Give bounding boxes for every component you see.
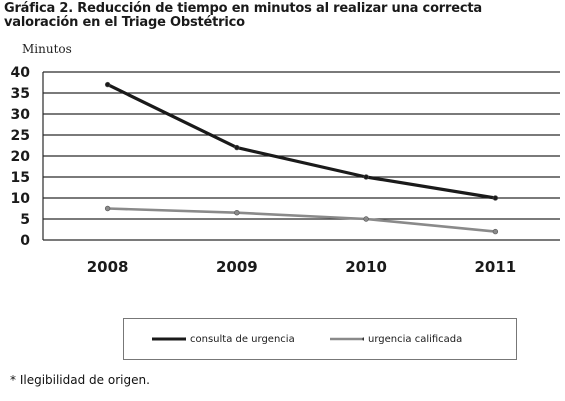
legend-item-calificada: urgencia calificada: [330, 332, 462, 346]
y-tick-label-0: 0: [20, 233, 30, 249]
data-point-0-2009: [234, 144, 240, 151]
series-line-1: [106, 207, 497, 233]
data-point-0-2008: [104, 81, 111, 88]
data-point-1-2009: [234, 210, 240, 216]
y-tick-label-15: 15: [11, 170, 30, 186]
legend-label-consulta: consulta de urgencia: [190, 333, 295, 345]
data-point-0-2011: [492, 195, 499, 201]
footnote: * Ilegibilidad de origen.: [10, 373, 150, 387]
legend: consulta de urgencia urgencia calificada: [123, 318, 517, 360]
x-tick-label-2009: 2009: [216, 258, 258, 276]
x-tick-label-2011: 2011: [475, 258, 517, 276]
chart-title-line-1: Gráfica 2. Reducción de tiempo en minuto…: [4, 1, 482, 16]
data-point-0-2010: [363, 174, 369, 180]
data-point-1-2011: [492, 228, 499, 235]
chart-title: Gráfica 2. Reducción de tiempo en minuto…: [4, 2, 524, 30]
x-tick-label-2008: 2008: [87, 258, 129, 276]
data-point-1-2010: [363, 216, 369, 222]
y-axis-label: Minutos: [22, 42, 72, 56]
y-tick-label-20: 20: [11, 149, 31, 165]
chart-title-line-2: valoración en el Triage Obstétrico: [4, 15, 245, 30]
legend-label-calificada: urgencia calificada: [368, 333, 463, 345]
y-tick-label-35: 35: [11, 86, 30, 102]
y-tick-label-5: 5: [20, 212, 30, 228]
y-tick-label-40: 40: [11, 65, 31, 81]
x-tick-label-2010: 2010: [345, 258, 387, 276]
data-point-1-2008: [104, 205, 111, 212]
legend-line-consulta: [152, 337, 186, 341]
y-tick-label-30: 30: [11, 107, 31, 123]
y-tick-label-10: 10: [11, 191, 31, 207]
legend-item-consulta: consulta de urgencia: [152, 332, 295, 346]
y-tick-label-25: 25: [11, 128, 30, 144]
series-line-0: [106, 82, 497, 200]
legend-line-calificada: [330, 337, 364, 341]
